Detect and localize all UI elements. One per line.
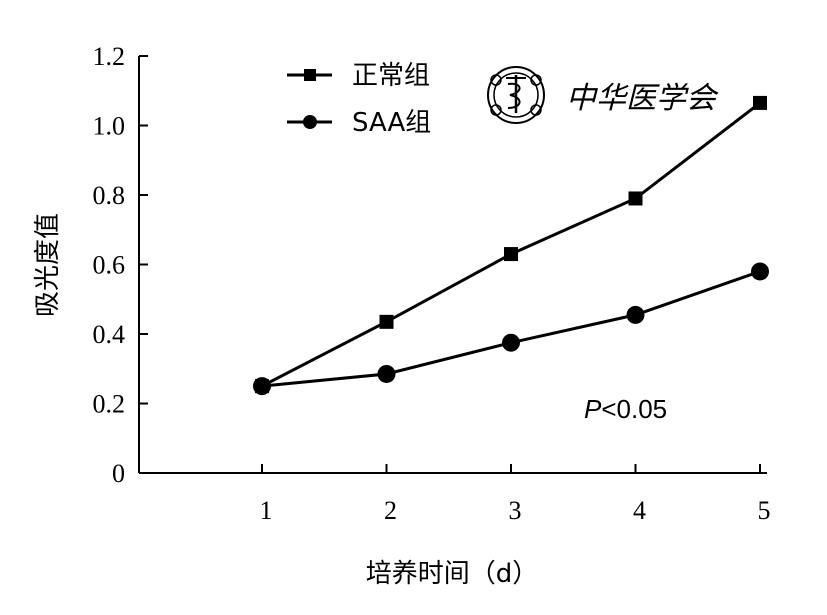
x-tick-label: 1 — [260, 496, 273, 525]
x-axis-ticks: 1 2 3 4 5 — [260, 464, 771, 525]
p-symbol: P — [584, 394, 602, 424]
x-tick-label: 2 — [384, 496, 397, 525]
watermark: 中华医学会 — [487, 66, 719, 124]
legend-marker-circle — [303, 115, 317, 129]
x-tick-label: 3 — [509, 496, 522, 525]
legend: 正常组 SAA组 — [287, 61, 431, 138]
journal-seal-icon — [487, 66, 545, 124]
legend-label-saa: SAA组 — [352, 108, 431, 138]
legend-marker-square — [304, 69, 316, 81]
y-axis-title: 吸光度值 — [33, 213, 63, 317]
data-point-square — [628, 191, 643, 206]
y-tick-label: 1.0 — [93, 112, 126, 141]
y-tick-label: 0.8 — [93, 181, 126, 210]
series-layer — [253, 95, 769, 396]
p-threshold: <0.05 — [601, 394, 667, 424]
data-point-circle — [377, 364, 396, 383]
significance-annotation: P<0.05 — [584, 394, 667, 424]
x-axis-title: 培养时间（d） — [366, 559, 539, 589]
data-point-circle — [253, 377, 271, 396]
y-tick-label: 0 — [112, 459, 125, 488]
data-point-square — [504, 247, 518, 262]
legend-label-normal: 正常组 — [352, 61, 430, 91]
series-line-1 — [261, 269, 761, 388]
data-point-circle — [502, 333, 520, 352]
data-point-circle — [626, 305, 645, 324]
y-axis-ticks: 0 0.2 0.4 0.6 0.8 1.0 1.2 — [93, 42, 148, 488]
watermark-text: 中华医学会 — [566, 81, 719, 116]
y-tick-label: 0.6 — [93, 251, 126, 280]
data-point-circle — [751, 262, 769, 281]
data-point-square — [753, 95, 767, 110]
x-tick-label: 4 — [633, 496, 646, 525]
y-tick-label: 0.4 — [93, 320, 126, 349]
data-point-square — [379, 314, 394, 329]
x-tick-label: 5 — [758, 496, 771, 525]
y-tick-label: 0.2 — [93, 390, 126, 419]
y-tick-label: 1.2 — [93, 42, 126, 71]
